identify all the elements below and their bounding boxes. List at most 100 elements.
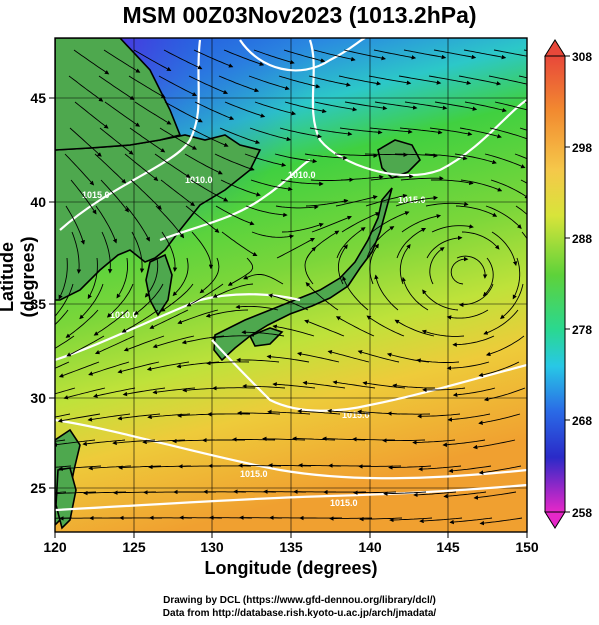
streamline: [278, 75, 321, 89]
streamline: [103, 49, 141, 73]
streamline: [160, 283, 194, 312]
streamline: [357, 350, 400, 363]
streamline: [267, 409, 311, 415]
streamline: [332, 380, 376, 389]
streamline: [488, 75, 527, 87]
streamline: [152, 387, 196, 395]
streamline: [394, 319, 435, 337]
axis-ticks: [49, 97, 528, 538]
y-tick-label: 35: [30, 296, 46, 312]
streamline: [65, 309, 99, 338]
streamline: [459, 127, 502, 139]
streamline: [55, 413, 71, 418]
streamline: [365, 193, 408, 207]
streamline: [55, 335, 75, 349]
streamline: [327, 408, 371, 415]
credit-drawing: Drawing by DCL (https://www.gfd-dennou.o…: [163, 595, 436, 606]
streamline: [353, 490, 397, 495]
streamline: [205, 309, 249, 318]
streamline: [223, 49, 265, 66]
streamline: [473, 491, 517, 500]
streamline: [313, 49, 356, 62]
streamline: [218, 75, 260, 93]
streamline: [443, 491, 487, 499]
streamline: [485, 335, 525, 357]
streamline: [336, 227, 366, 259]
streamline: [421, 329, 465, 337]
streamline: [268, 463, 312, 468]
colorbar-label: 298: [572, 141, 592, 155]
streamline: [245, 205, 288, 218]
streamline: [340, 174, 384, 181]
streamline: [250, 179, 293, 192]
streamline: [68, 75, 104, 102]
streamline: [87, 257, 98, 300]
streamline: [88, 361, 130, 376]
streamline: [302, 380, 346, 389]
streamline: [55, 283, 74, 321]
streamline: [512, 257, 521, 300]
streamline: [117, 361, 160, 374]
streamline: [447, 413, 491, 422]
streamline: [118, 465, 162, 470]
streamline: [460, 179, 503, 192]
streamline: [281, 222, 324, 233]
streamline: [144, 257, 159, 298]
streamline: [309, 127, 353, 137]
streamline: [514, 153, 527, 160]
streamline: [272, 324, 315, 337]
streamline: [124, 153, 159, 181]
streamline: [412, 439, 456, 445]
streamline: [242, 383, 286, 389]
streamline: [461, 231, 500, 250]
isobar-label: 1010.0: [185, 175, 213, 185]
streamline: [493, 49, 527, 57]
wind-streamlines: [55, 49, 527, 526]
streamline: [73, 49, 110, 75]
streamline: [490, 179, 527, 199]
streamline: [58, 361, 100, 378]
colorbar-top-arrow: [544, 39, 566, 57]
streamline: [133, 283, 164, 316]
streamline: [215, 205, 255, 226]
streamline: [235, 304, 279, 311]
streamline: [152, 335, 195, 349]
streamline: [99, 127, 134, 155]
streamline: [337, 244, 348, 285]
streamline: [483, 309, 519, 335]
streamline: [112, 439, 156, 446]
streamline: [334, 153, 378, 158]
streamline: [224, 101, 266, 118]
streamline: [79, 283, 104, 320]
isobars: [55, 38, 527, 512]
streamline: [128, 75, 166, 99]
y-tick-label: 45: [30, 90, 46, 106]
streamline: [189, 127, 229, 147]
streamline: [370, 174, 414, 181]
streamline: [478, 361, 520, 378]
streamline: [227, 257, 254, 286]
streamline: [446, 309, 489, 320]
streamline: [142, 439, 186, 445]
asian-mainland: [55, 134, 262, 301]
streamline: [458, 75, 502, 86]
isobar-label: 1015.0: [82, 190, 110, 200]
credit-data: Data from http://database.rish.kyoto-u.a…: [162, 608, 437, 619]
streamline: [161, 231, 178, 272]
streamline: [129, 127, 166, 153]
streamline: [188, 75, 229, 94]
streamline: [149, 309, 189, 329]
streamline: [484, 153, 526, 169]
streamline: [186, 283, 224, 307]
streamline: [417, 413, 461, 419]
streamline: [283, 49, 326, 63]
streamline: [55, 491, 97, 496]
coastlines: [55, 38, 421, 530]
streamline: [172, 257, 189, 297]
streamline: [479, 517, 523, 526]
colorbar-label: 258: [572, 506, 592, 520]
streamline: [418, 465, 462, 472]
streamline: [176, 361, 220, 369]
streamline: [374, 101, 418, 110]
